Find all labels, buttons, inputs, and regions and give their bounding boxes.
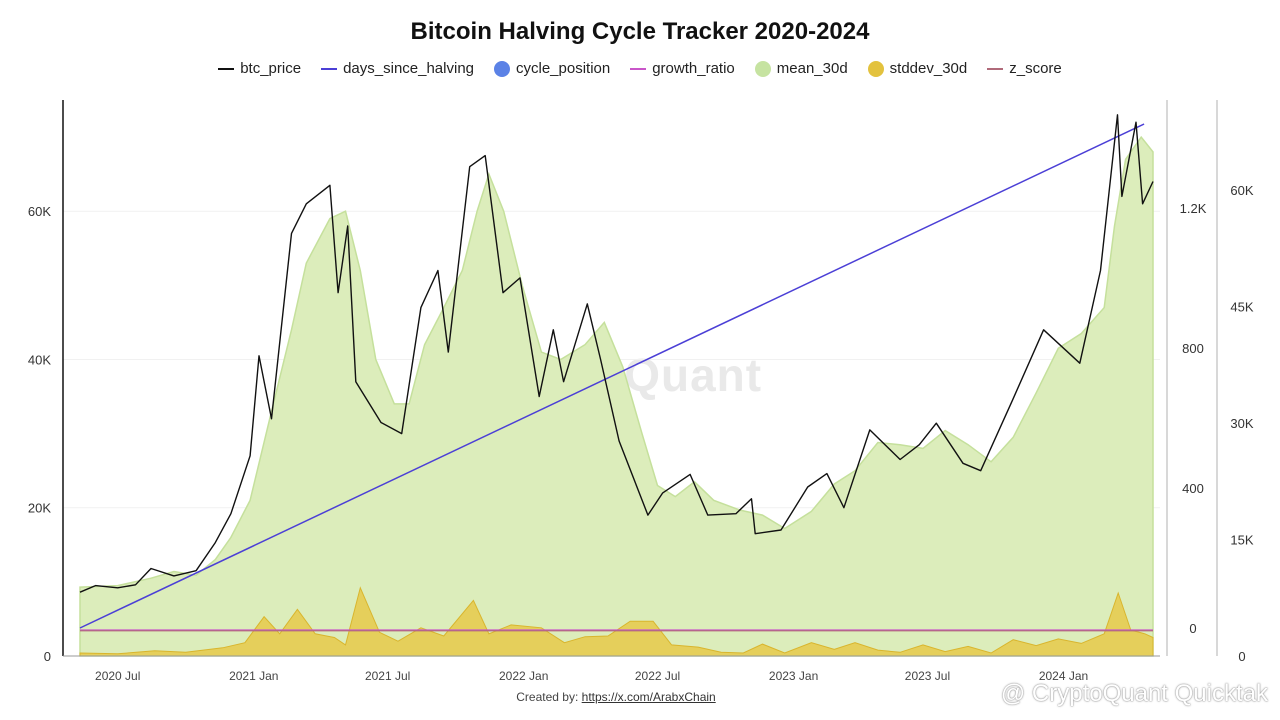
line-series [79,114,1154,632]
legend-swatch-cycle-position [494,60,510,77]
legend-item-mean-30d[interactable]: mean_30d [754,60,848,77]
legend-item-growth-ratio[interactable]: growth_ratio [630,60,735,77]
x-tick-label: 2024 Jan [1039,669,1088,683]
legend-label-days-since-halving: days_since_halving [343,60,474,77]
brand-watermark: @ CryptoQuant Quicktak [1000,680,1268,707]
chart-title: Bitcoin Halving Cycle Tracker 2020-2024 [410,18,870,45]
chart-legend: btc_price days_since_halving cycle_posit… [0,60,1280,77]
x-tick-label: 2020 Jul [95,669,140,683]
credit-link[interactable]: https://x.com/ArabxChain [581,690,716,704]
y-right-inner-tick-label: 0 [1189,621,1196,636]
x-tick-label: 2021 Jul [365,669,410,683]
legend-swatch-btc-price [218,67,235,70]
legend-label-mean-30d: mean_30d [776,60,848,77]
area-series [79,135,1154,657]
legend-item-stddev-30d[interactable]: stddev_30d [867,60,968,77]
x-tick-label: 2021 Jan [229,669,278,683]
axes [62,100,1218,657]
y-right-outer-tick-label: 15K [1230,533,1253,548]
legend-item-z-score[interactable]: z_score [987,60,1062,77]
x-tick-label: 2022 Jan [499,669,548,683]
x-tick-label: 2022 Jul [635,669,680,683]
legend-item-days-since-halving[interactable]: days_since_halving [321,60,474,77]
legend-label-growth-ratio: growth_ratio [652,60,735,77]
y-right-outer-tick-label: 0 [1238,649,1245,664]
y-left-tick-label: 60K [28,204,51,219]
legend-swatch-z-score [987,67,1004,70]
days-since-halving-line [79,123,1145,629]
y-left-tick-label: 0 [44,649,51,664]
legend-swatch-days-since-halving [321,67,338,70]
y-right-outer-tick-label: 30K [1230,416,1253,431]
y-right-outer-tick-label: 45K [1230,300,1253,315]
credit-line: Created by: https://x.com/ArabxChain [0,690,1232,704]
legend-label-btc-price: btc_price [240,60,302,77]
y-right-outer-tick-label: 60K [1230,183,1253,198]
legend-label-z-score: z_score [1009,60,1062,77]
btc-price-line [79,114,1154,593]
tick-labels: 0 20K 40K 60K 0 400 800 1.2K 0 15K 30K 45K 60K 2020 J… [28,183,1254,683]
y-right-inner-tick-label: 400 [1182,481,1204,496]
x-tick-label: 2023 Jan [769,669,818,683]
mean-30d-area [79,135,1154,657]
credit-prefix: Created by: [516,690,579,704]
stddev-30d-area [79,586,1154,657]
legend-swatch-stddev-30d [867,60,884,77]
legend-label-stddev-30d: stddev_30d [889,60,968,77]
y-right-inner-tick-label: 800 [1182,341,1204,356]
legend-label-cycle-position: cycle_position [516,60,611,77]
legend-swatch-growth-ratio [630,67,647,70]
y-right-inner-tick-label: 1.2K [1180,201,1207,216]
y-left-tick-label: 20K [28,501,51,516]
legend-item-cycle-position[interactable]: cycle_position [494,60,610,77]
legend-swatch-mean-30d [754,60,771,77]
x-tick-label: 2023 Jul [905,669,950,683]
legend-item-btc-price[interactable]: btc_price [218,60,301,77]
y-left-tick-label: 40K [28,352,51,367]
